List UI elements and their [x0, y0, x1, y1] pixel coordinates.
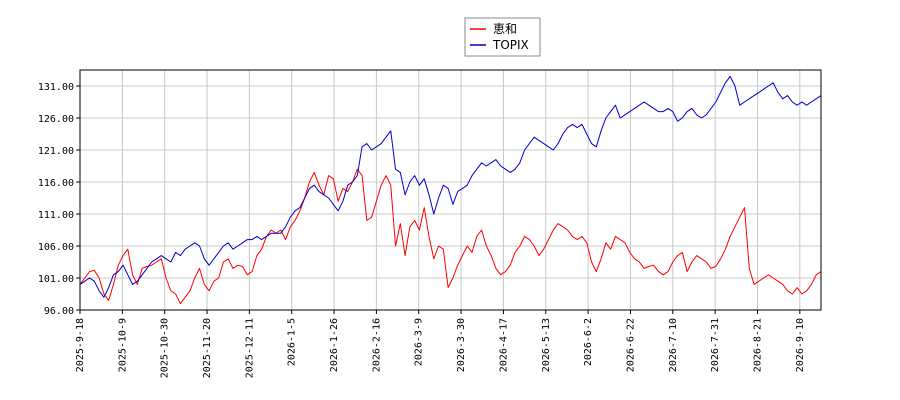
series-lines [79, 75, 822, 305]
x-tick-label: 2026-1-26 [329, 318, 340, 372]
x-tick-label: 2025-10-30 [160, 318, 171, 378]
x-tick-label: 2026-9-10 [795, 318, 806, 372]
legend: 恵和 TOPIX [464, 17, 541, 57]
x-tick-label: 2026-8-21 [752, 318, 763, 372]
x-tick-label: 2025-11-20 [202, 318, 213, 378]
y-tick-label: 131.00 [38, 82, 74, 93]
y-tick-label: 111.00 [38, 210, 74, 221]
x-tick-label: 2026-6-22 [625, 318, 636, 372]
x-axis-ticks: 2025-9-18 2025-10-9 2025-10-30 2025-11-20 20… [75, 310, 806, 378]
y-axis-ticks: 96.00 101.00 106.00 111.00 116.00 121.00 126.0… [38, 82, 80, 317]
series-line-keiwa [79, 168, 822, 305]
grid-lines [79, 70, 821, 311]
legend-box [464, 17, 541, 57]
y-tick-label: 116.00 [38, 178, 74, 189]
y-tick-label: 126.00 [38, 114, 74, 125]
y-tick-label: 96.00 [44, 306, 74, 317]
x-tick-label: 2026-4-17 [498, 318, 509, 372]
x-tick-label: 2026-7-10 [668, 318, 679, 372]
x-tick-label: 2026-7-31 [710, 318, 721, 372]
plot-frame [79, 69, 822, 311]
x-tick-label: 2026-1-5 [287, 318, 298, 366]
y-tick-label: 106.00 [38, 242, 74, 253]
legend-label-topix: TOPIX [492, 38, 529, 52]
series-line-topix [79, 75, 822, 298]
x-tick-label: 2025-12-11 [244, 318, 255, 378]
x-tick-label: 2026-3-30 [456, 318, 467, 372]
x-tick-label: 2026-2-16 [371, 318, 382, 372]
x-tick-label: 2026-5-13 [541, 318, 552, 372]
legend-label-keiwa: 恵和 [493, 22, 517, 36]
x-tick-label: 2026-6-2 [583, 318, 594, 366]
y-tick-label: 121.00 [38, 146, 74, 157]
x-tick-label: 2026-3-9 [414, 318, 425, 366]
y-tick-label: 101.00 [38, 274, 74, 285]
x-tick-label: 2025-10-9 [117, 318, 128, 372]
x-tick-label: 2025-9-18 [75, 318, 86, 372]
